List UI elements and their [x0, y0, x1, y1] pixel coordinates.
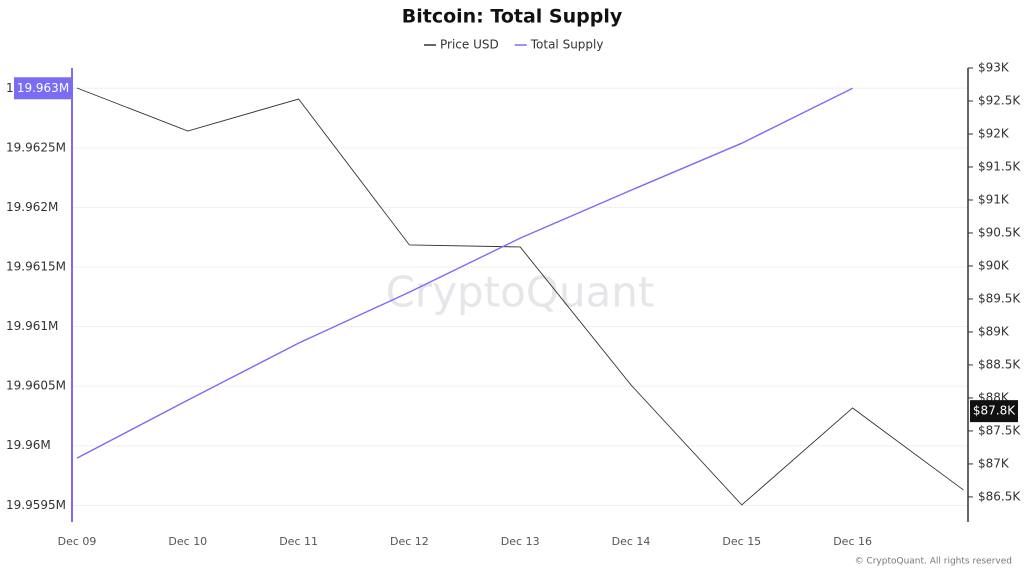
- current-y-label: 19.963M: [17, 81, 69, 95]
- series-line: [76, 87, 964, 506]
- y2-tick-label: $90.5K: [978, 225, 1021, 239]
- series-line: [76, 87, 853, 459]
- x-tick-label: Dec 14: [612, 535, 651, 548]
- x-tick-label: Dec 13: [501, 535, 540, 548]
- y-tick-label: 19.9605M: [6, 379, 66, 393]
- y-tick-label: 19.9625M: [6, 140, 66, 154]
- y2-tick-label: $86.5K: [978, 489, 1021, 503]
- x-tick-label: Dec 12: [390, 535, 429, 548]
- current-y2-box: [970, 400, 1018, 423]
- y2-tick-label: $91K: [978, 192, 1010, 206]
- y2-tick-label: $93K: [978, 61, 1010, 75]
- x-tick-label: Dec 09: [58, 535, 97, 548]
- legend-label: Price USD: [440, 38, 499, 52]
- current-y-box: [14, 77, 72, 100]
- y2-tick-label: $89K: [978, 324, 1010, 338]
- y-tick-label: 19.96M: [6, 438, 51, 452]
- x-tick-label: Dec 11: [279, 535, 318, 548]
- y2-tick-label: $87K: [978, 456, 1010, 470]
- watermark: CryptoQuant: [386, 268, 655, 317]
- y2-tick-label: $92.5K: [978, 93, 1021, 107]
- current-y2-label: $87.8K: [973, 404, 1016, 418]
- x-tick-label: Dec 15: [722, 535, 761, 548]
- y2-tick-label: $91.5K: [978, 159, 1021, 173]
- y-tick-label: 19.961M: [6, 319, 58, 333]
- x-tick-label: Dec 16: [833, 535, 872, 548]
- legend-label: Total Supply: [530, 38, 604, 52]
- chart-title: Bitcoin: Total Supply: [402, 6, 623, 28]
- y2-tick-label: $90K: [978, 258, 1010, 272]
- y-tick-label: 19.9615M: [6, 259, 66, 273]
- footer: © CryptoQuant. All rights reserved: [855, 557, 1012, 567]
- x-tick-label: Dec 10: [168, 535, 207, 548]
- y-tick-label: 19.962M: [6, 200, 58, 214]
- y2-tick-label: $88.5K: [978, 357, 1021, 371]
- y2-tick-label: $92K: [978, 126, 1010, 140]
- y-tick-label: 19.9595M: [6, 498, 66, 512]
- y2-tick-label: $87.5K: [978, 423, 1021, 437]
- y2-tick-label: $89.5K: [978, 291, 1021, 305]
